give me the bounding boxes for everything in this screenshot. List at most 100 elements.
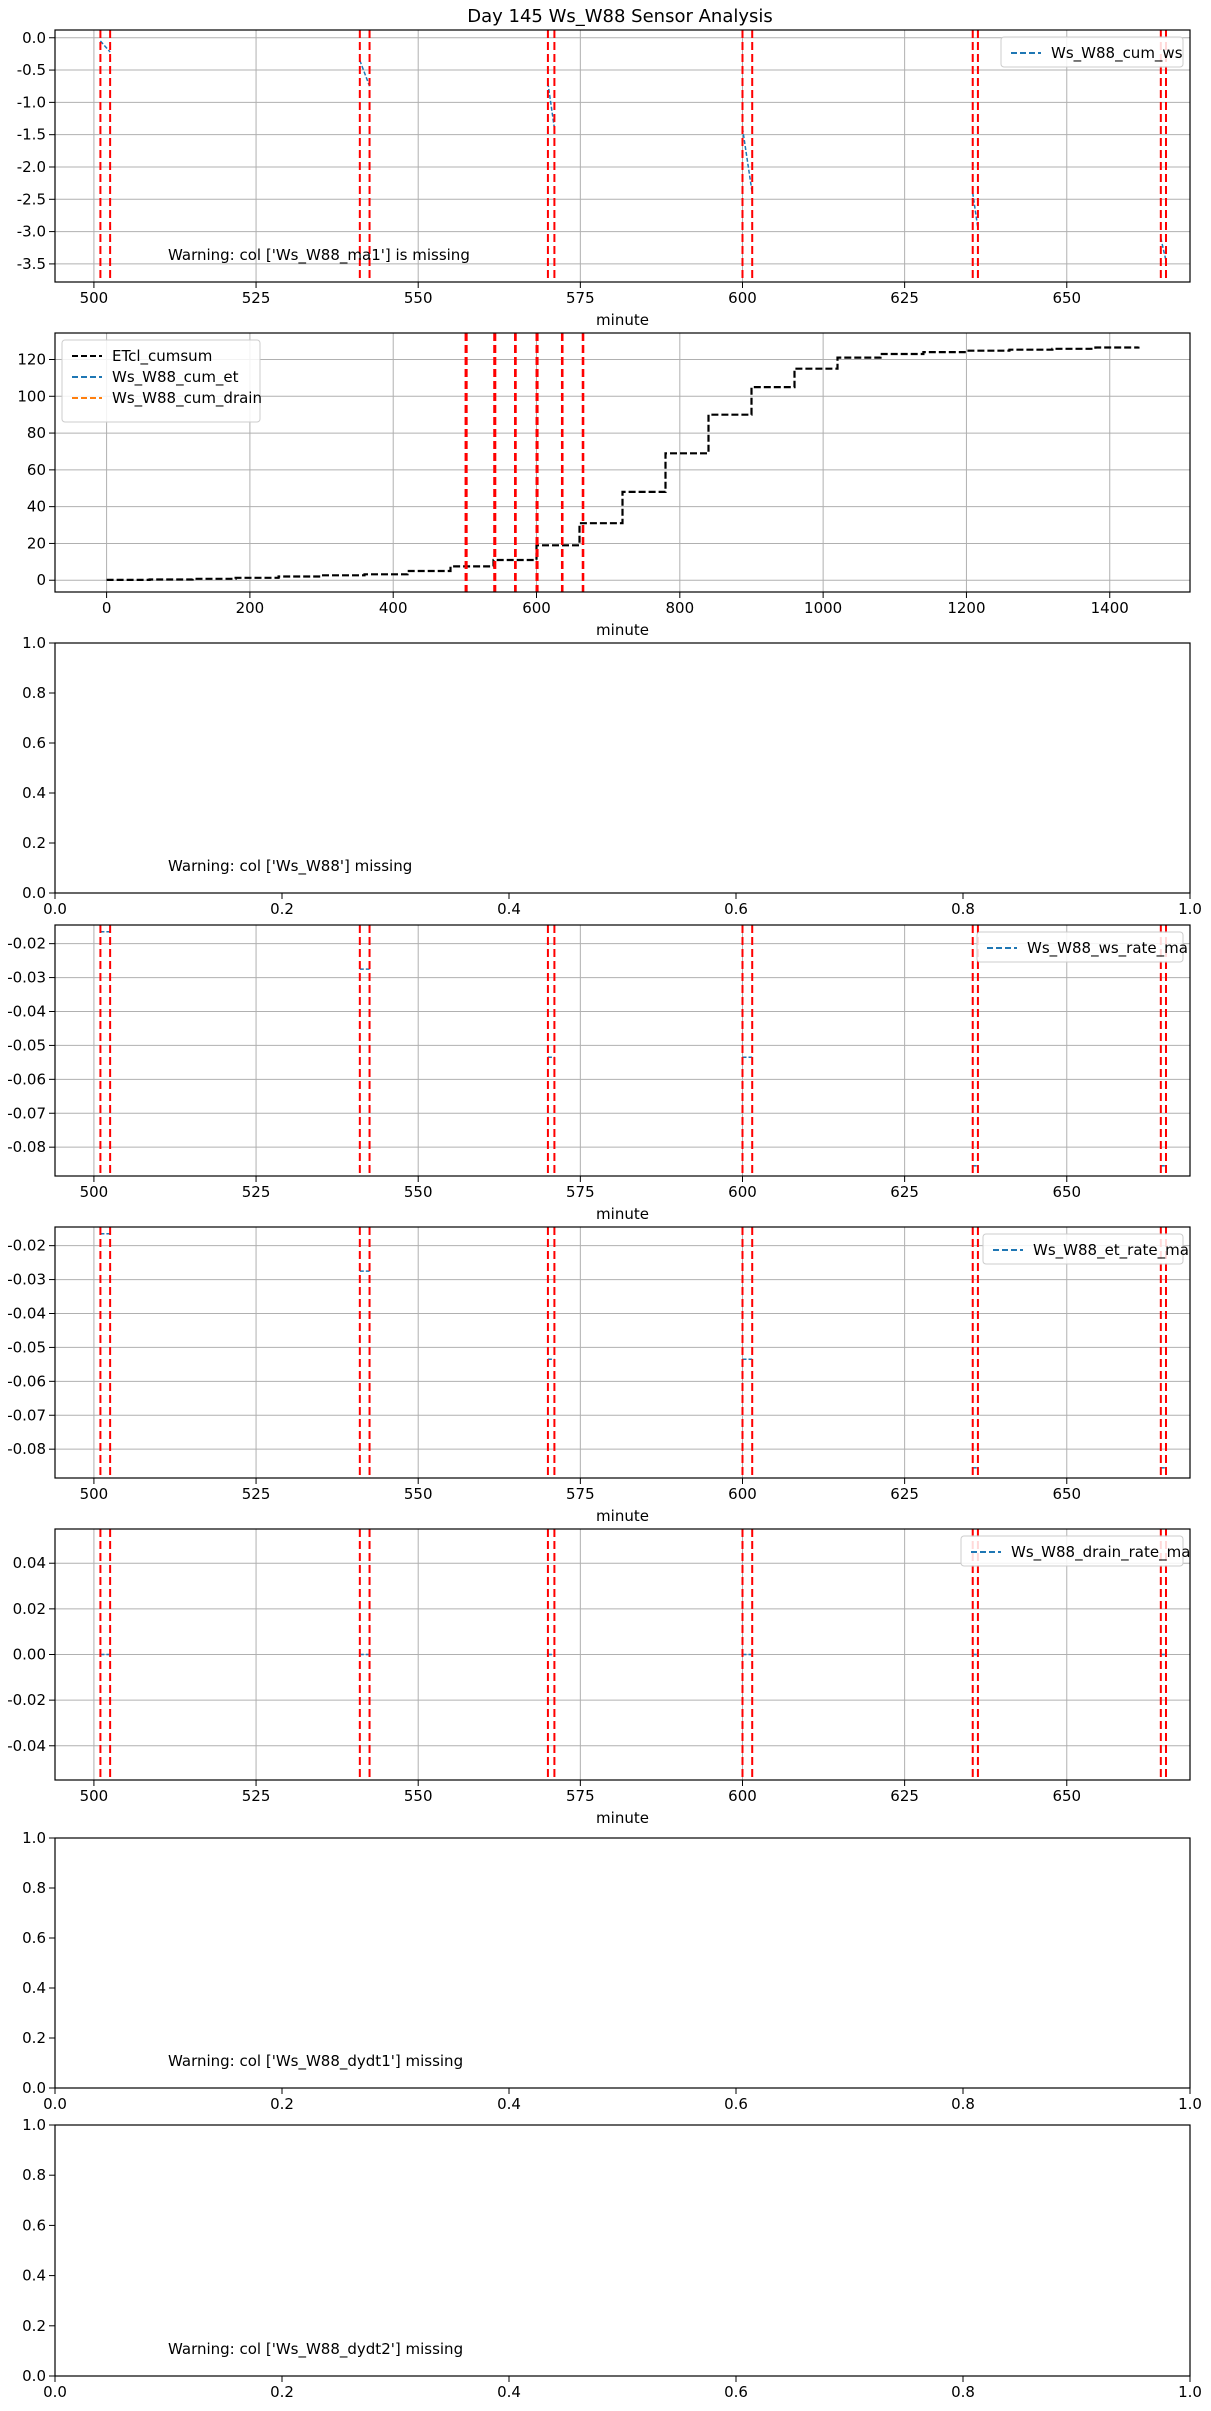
x-tick-label: 625 <box>890 1485 919 1503</box>
y-tick-label: 0.4 <box>22 2267 46 2285</box>
x-tick-label: 0.4 <box>497 2095 521 2113</box>
legend-entry: Ws_W88_drain_rate_ma <box>1011 1543 1190 1562</box>
plot-area <box>99 1227 1168 1478</box>
x-tick-label: 0.0 <box>43 2095 67 2113</box>
x-tick-label: 525 <box>242 1787 271 1805</box>
x-tick-label: 0.2 <box>270 2383 294 2401</box>
x-tick-label: 625 <box>890 289 919 307</box>
y-tick-label: -0.07 <box>7 1406 46 1424</box>
subplot-5: 500 525 550 575 600 625 650 -0.02 -0.03 -0.04 -0.0… <box>7 1226 1191 1525</box>
y-tick-label: 80 <box>27 424 46 442</box>
legend: ETcl_cumsum Ws_W88_cum_et Ws_W88_cum_drain <box>61 339 262 423</box>
x-tick-label: 525 <box>242 1183 271 1201</box>
y-tick-label: -0.04 <box>7 1002 46 1020</box>
x-tick-label: 0.8 <box>951 2383 975 2401</box>
x-axis-label: minute <box>596 621 649 639</box>
x-tick-label: 0.8 <box>951 900 975 918</box>
x-tick-label: 0.0 <box>43 2383 67 2401</box>
x-tick-label: 1400 <box>1091 599 1129 617</box>
x-tick-label: 500 <box>80 1787 109 1805</box>
x-tick-label: 600 <box>728 1183 757 1201</box>
axes-frame <box>54 1837 1191 2089</box>
x-tick-label: 0 <box>102 599 112 617</box>
x-tick-label: 1200 <box>947 599 985 617</box>
x-tick-label: 650 <box>1052 1485 1081 1503</box>
y-tick-label: -1.0 <box>17 93 46 111</box>
y-tick-label: -0.08 <box>7 1138 46 1156</box>
y-tick-label: -1.5 <box>17 126 46 144</box>
series-segment <box>99 40 111 53</box>
y-tick-label: 0 <box>36 571 46 589</box>
x-tick-label: 525 <box>242 1485 271 1503</box>
x-tick-label: 0.6 <box>724 900 748 918</box>
series-line <box>106 346 1140 581</box>
y-tick-label: 0.8 <box>22 684 46 702</box>
x-tick-label: 1.0 <box>1178 900 1202 918</box>
plot-area <box>106 333 1140 592</box>
legend-box <box>976 931 1184 963</box>
legend-entry: Ws_W88_et_rate_ma <box>1033 1241 1189 1260</box>
x-tick-label: 500 <box>80 1183 109 1201</box>
plot-area <box>99 925 1168 1176</box>
subplot-2: 0 200 400 600 800 1000 1200 1400 0 20 40 60 80 100 120… <box>17 332 1191 639</box>
y-tick-label: 0.2 <box>22 834 46 852</box>
x-tick-label: 0.8 <box>951 2095 975 2113</box>
y-tick-label: -0.03 <box>7 969 46 987</box>
y-tick-label: -0.05 <box>7 1036 46 1054</box>
x-tick-label: 800 <box>666 599 695 617</box>
x-tick-label: 575 <box>566 1183 595 1201</box>
y-tick-label: 0.0 <box>22 884 46 902</box>
x-tick-label: 500 <box>80 289 109 307</box>
y-tick-label: 0.0 <box>22 2367 46 2385</box>
y-tick-label: -0.03 <box>7 1271 46 1289</box>
y-tick-label: 0.02 <box>13 1600 46 1618</box>
x-tick-label: 600 <box>728 1787 757 1805</box>
warning-annotation: Warning: col ['Ws_W88_dydt1'] missing <box>168 2052 463 2071</box>
x-tick-label: 0.4 <box>497 900 521 918</box>
x-axis-label: minute <box>596 1507 649 1525</box>
legend-entry: Ws_W88_cum_et <box>112 368 239 387</box>
y-tick-label: 1.0 <box>22 1829 46 1847</box>
y-tick-label: -0.08 <box>7 1440 46 1458</box>
y-tick-label: 0.6 <box>22 734 46 752</box>
x-axis-label: minute <box>596 1205 649 1223</box>
plot-area <box>99 1529 1168 1780</box>
axes-frame <box>54 642 1191 894</box>
series-segment <box>547 82 556 129</box>
y-tick-label: 60 <box>27 461 46 479</box>
series-segment <box>741 128 753 193</box>
legend: Ws_W88_et_rate_ma <box>982 1233 1189 1265</box>
legend-entry: Ws_W88_cum_drain <box>112 389 262 408</box>
y-tick-label: 0.2 <box>22 2029 46 2047</box>
x-tick-label: 550 <box>404 1485 433 1503</box>
x-axis-label: minute <box>596 311 649 329</box>
x-tick-label: 575 <box>566 1787 595 1805</box>
y-tick-label: 1.0 <box>22 634 46 652</box>
x-tick-label: 0.2 <box>270 2095 294 2113</box>
axes-frame <box>54 924 1191 1177</box>
x-tick-label: 650 <box>1052 1787 1081 1805</box>
subplot-6: 500 525 550 575 600 625 650 0.04 0.02 0.00 -0.02 -0… <box>7 1528 1191 1827</box>
warning-annotation: Warning: col ['Ws_W88_ma1'] is missing <box>168 246 470 265</box>
y-tick-label: -0.07 <box>7 1104 46 1122</box>
series-segment <box>359 60 371 87</box>
y-tick-label: 1.0 <box>22 2116 46 2134</box>
y-tick-label: -2.0 <box>17 158 46 176</box>
subplot-3: 0.0 0.2 0.4 0.6 0.8 1.0 0.0 0.2 0.4 0.6 0.8 1.0 Warn… <box>22 634 1202 918</box>
legend-entry: Ws_W88_cum_ws <box>1051 44 1183 63</box>
axes-frame <box>54 332 1191 593</box>
y-tick-label: -2.5 <box>17 190 46 208</box>
y-tick-label: -0.06 <box>7 1372 46 1390</box>
y-tick-label: 0.8 <box>22 2166 46 2184</box>
x-tick-label: 575 <box>566 1485 595 1503</box>
y-tick-label: -3.0 <box>17 223 46 241</box>
x-tick-label: 500 <box>80 1485 109 1503</box>
x-tick-label: 525 <box>242 289 271 307</box>
y-tick-label: 120 <box>17 350 46 368</box>
y-tick-label: 0.04 <box>13 1554 46 1572</box>
y-tick-label: 0.6 <box>22 1929 46 1947</box>
legend-box <box>61 339 261 423</box>
subplot-1: 500 525 550 575 600 625 650 0.0 -0.5 -1.0 -1.5 -2.0… <box>17 29 1191 329</box>
legend: Ws_W88_ws_rate_ma <box>976 931 1188 963</box>
